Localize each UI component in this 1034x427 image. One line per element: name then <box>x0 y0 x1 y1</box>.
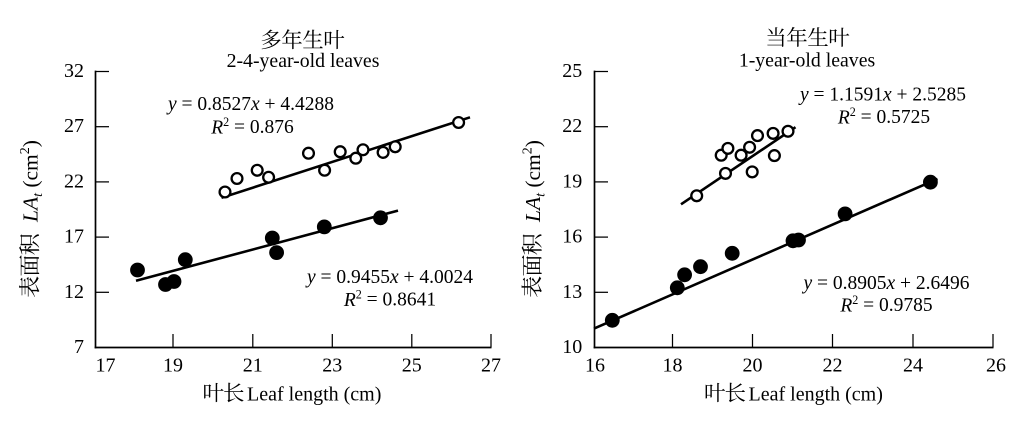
svg-text:y = 1.1591x + 2.5285: y = 1.1591x + 2.5285 <box>798 84 966 105</box>
svg-text:y = 0.9455x + 4.0024: y = 0.9455x + 4.0024 <box>305 267 473 288</box>
svg-text:21: 21 <box>243 355 263 377</box>
svg-text:25: 25 <box>402 355 422 377</box>
svg-text:16: 16 <box>562 226 582 248</box>
svg-text:R2 = 0.9785: R2 = 0.9785 <box>839 293 932 317</box>
svg-text:25: 25 <box>562 60 582 82</box>
svg-text:R2 = 0.5725: R2 = 0.5725 <box>837 105 930 129</box>
svg-text:12: 12 <box>64 281 84 303</box>
svg-text:R2 = 0.876: R2 = 0.876 <box>210 115 294 139</box>
svg-text:27: 27 <box>64 115 84 137</box>
svg-text:17: 17 <box>96 355 116 377</box>
svg-text:y = 0.8905x + 2.6496: y = 0.8905x + 2.6496 <box>801 273 969 294</box>
svg-text:LAt (cm2): LAt (cm2) <box>521 140 549 223</box>
svg-text:22: 22 <box>823 355 843 377</box>
svg-text:7: 7 <box>74 336 84 358</box>
svg-text:LAt (cm2): LAt (cm2) <box>18 140 46 223</box>
svg-text:Leaf length (cm): Leaf length (cm) <box>749 384 883 406</box>
svg-text:23: 23 <box>322 355 342 377</box>
svg-text:2-4-year-old leaves: 2-4-year-old leaves <box>227 50 380 72</box>
svg-text:20: 20 <box>743 355 763 377</box>
svg-text:R2 = 0.8641: R2 = 0.8641 <box>343 288 436 312</box>
svg-text:y = 0.8527x + 4.4288: y = 0.8527x + 4.4288 <box>166 94 334 115</box>
svg-text:19: 19 <box>562 170 582 192</box>
svg-text:17: 17 <box>64 226 84 248</box>
svg-text:26: 26 <box>986 355 1006 377</box>
svg-text:10: 10 <box>562 336 582 358</box>
svg-text:32: 32 <box>64 60 84 82</box>
svg-text:Leaf length (cm): Leaf length (cm) <box>247 384 381 406</box>
svg-text:18: 18 <box>663 355 683 377</box>
svg-text:19: 19 <box>163 355 183 377</box>
svg-text:22: 22 <box>562 115 582 137</box>
svg-text:27: 27 <box>481 355 501 377</box>
svg-text:16: 16 <box>585 355 605 377</box>
svg-text:24: 24 <box>903 355 923 377</box>
svg-text:1-year-old leaves: 1-year-old leaves <box>739 50 875 72</box>
svg-text:22: 22 <box>64 170 84 192</box>
svg-text:13: 13 <box>562 281 582 303</box>
